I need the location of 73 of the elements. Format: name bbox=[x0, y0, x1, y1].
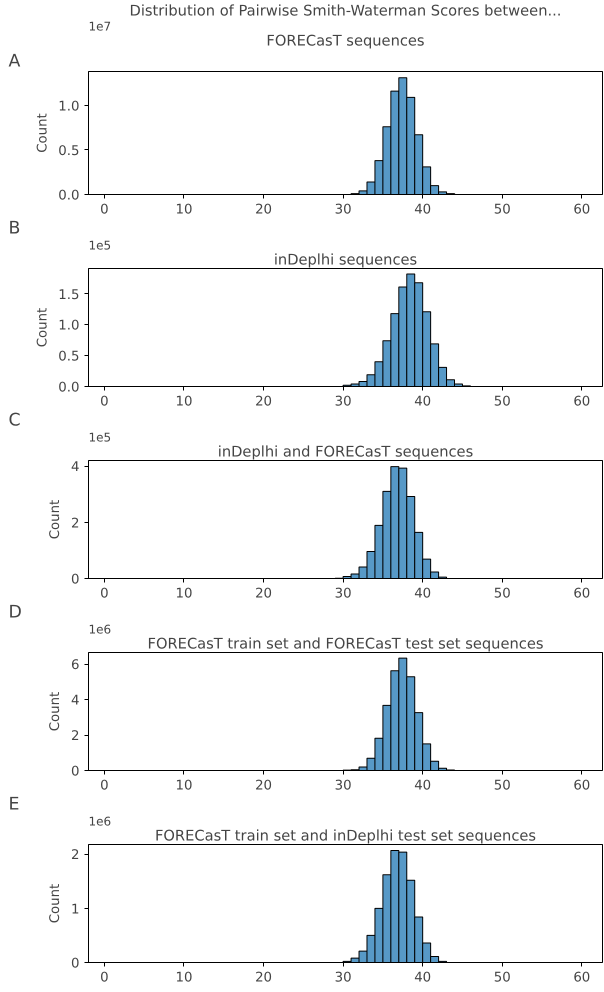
x-tick-label: 40 bbox=[414, 586, 432, 602]
y-tick-label: 0 bbox=[71, 956, 80, 972]
x-tick-label: 60 bbox=[573, 778, 590, 794]
x-tick-label: 60 bbox=[573, 586, 590, 602]
text: 1e7 bbox=[88, 20, 112, 34]
x-tick-label: 40 bbox=[414, 778, 432, 794]
x-tick-label: 40 bbox=[414, 970, 432, 986]
x-tick-label: 0 bbox=[100, 970, 109, 986]
y-tick-label: 0.0 bbox=[58, 380, 80, 396]
y-tick-label: 0.5 bbox=[58, 144, 80, 159]
text: C bbox=[8, 410, 21, 430]
y-tick-label: 4 bbox=[71, 694, 80, 709]
text: D bbox=[8, 602, 22, 622]
x-tick-label: 30 bbox=[334, 202, 352, 218]
y-tick-label: 1.0 bbox=[58, 318, 80, 334]
text: 1e6 bbox=[88, 814, 112, 828]
x-tick-label: 30 bbox=[334, 970, 352, 986]
y-axis-title: Count bbox=[48, 500, 64, 540]
y-tick-label: 0.5 bbox=[58, 350, 80, 365]
text: Distribution of Pairwise Smith-Waterman Scores between... bbox=[130, 2, 562, 20]
x-tick-label: 40 bbox=[414, 202, 432, 218]
x-tick-label: 50 bbox=[494, 970, 511, 986]
x-tick-label: 20 bbox=[255, 778, 272, 794]
x-tick-label: 50 bbox=[494, 778, 511, 794]
x-tick-label: 30 bbox=[334, 394, 352, 410]
x-tick-label: 60 bbox=[573, 970, 590, 986]
x-tick-label: 50 bbox=[494, 202, 511, 218]
x-tick-label: 40 bbox=[414, 394, 432, 410]
text: 1e5 bbox=[88, 238, 112, 252]
y-tick-label: 0 bbox=[71, 764, 80, 780]
text: B bbox=[8, 218, 20, 238]
x-tick-label: 60 bbox=[573, 202, 590, 218]
y-tick-label: 0.0 bbox=[58, 188, 80, 204]
x-tick-label: 10 bbox=[176, 778, 192, 794]
y-tick-label: 2 bbox=[71, 729, 80, 744]
x-tick-label: 0 bbox=[100, 394, 109, 410]
x-tick-label: 20 bbox=[255, 586, 272, 602]
text: E bbox=[8, 794, 20, 814]
text: 1e6 bbox=[88, 622, 112, 636]
x-tick-label: 10 bbox=[176, 394, 192, 410]
y-axis-title: Count bbox=[35, 308, 50, 348]
y-tick-label: 6 bbox=[71, 658, 80, 674]
x-tick-label: 0 bbox=[100, 202, 109, 218]
x-tick-label: 20 bbox=[255, 202, 272, 218]
chart-title: FORECasT sequences bbox=[266, 32, 425, 50]
y-axis-title: Count bbox=[35, 113, 50, 153]
y-axis-title: Count bbox=[48, 692, 64, 732]
chart-title: inDeplhi sequences bbox=[274, 252, 418, 268]
text: A bbox=[8, 52, 20, 72]
y-axis-title: Count bbox=[48, 884, 64, 924]
chart-title: inDeplhi and FORECasT sequences bbox=[218, 444, 474, 460]
x-tick-label: 10 bbox=[176, 970, 192, 986]
x-tick-label: 60 bbox=[573, 394, 590, 410]
x-tick-label: 10 bbox=[176, 202, 192, 218]
x-tick-label: 10 bbox=[176, 586, 192, 602]
x-tick-label: 0 bbox=[100, 778, 109, 794]
x-tick-label: 0 bbox=[100, 586, 109, 602]
y-tick-label: 1.5 bbox=[58, 288, 80, 303]
x-tick-label: 20 bbox=[255, 394, 272, 410]
x-tick-label: 30 bbox=[334, 778, 352, 794]
y-tick-label: 1 bbox=[71, 902, 80, 918]
text: 1e5 bbox=[88, 430, 112, 444]
y-tick-label: 2 bbox=[71, 516, 80, 532]
x-tick-label: 20 bbox=[255, 970, 272, 986]
x-tick-label: 30 bbox=[334, 586, 352, 602]
y-tick-label: 0 bbox=[71, 572, 80, 588]
chart-title: FORECasT train set and inDeplhi test set sequences bbox=[154, 828, 536, 844]
x-tick-label: 50 bbox=[494, 394, 511, 410]
y-tick-label: 4 bbox=[71, 460, 80, 476]
y-tick-label: 2 bbox=[71, 848, 80, 864]
chart-title: FORECasT train set and FORECasT test set sequences bbox=[148, 636, 544, 652]
x-tick-label: 50 bbox=[494, 586, 511, 602]
y-tick-label: 1.0 bbox=[58, 99, 80, 114]
